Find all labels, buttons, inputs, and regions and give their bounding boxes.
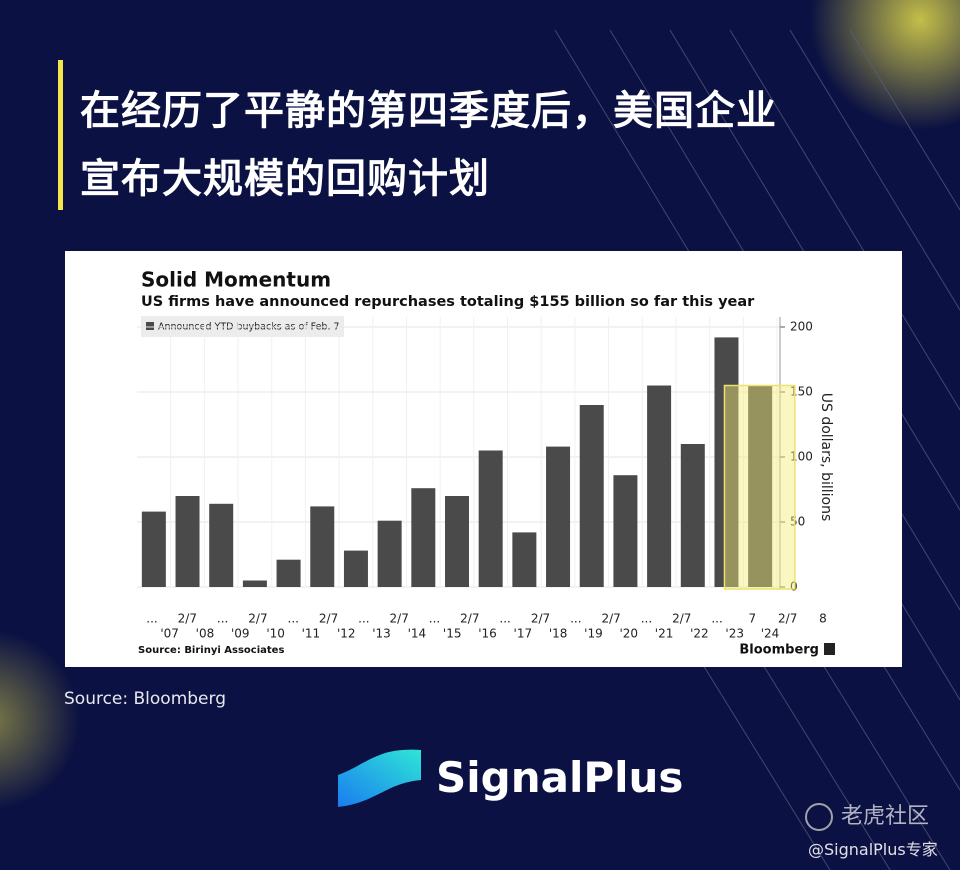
x-tick-label: 2/7 [601,612,620,626]
bar [613,475,638,587]
watermark-text: 老虎社区 [841,804,930,829]
x-tick-label: '09 [231,627,250,641]
bar [714,337,739,587]
x-tick-label: '19 [584,627,603,641]
x-tick-label: '13 [372,627,391,641]
x-tick-label: 2/7 [178,612,197,626]
x-tick-label: '15 [443,627,462,641]
footer-source: Source: Bloomberg [64,689,226,709]
bar [680,444,705,587]
watermark: 老虎社区 [805,798,929,831]
x-tick-label: ... [570,612,581,626]
x-tick-label: '10 [266,627,285,641]
x-tick-label: ... [429,612,440,626]
bar [546,446,571,587]
x-tick-label: 2/7 [531,612,550,626]
x-tick-label: 8 [819,612,827,626]
logo-icon [338,749,421,807]
bar [512,532,537,587]
x-tick-label: ... [358,612,369,626]
x-tick-label: '16 [478,627,497,641]
chart-source: Source: Birinyi Associates [138,645,284,656]
bar [141,511,166,587]
x-tick-label: '14 [408,627,427,641]
bar [175,496,200,587]
x-tick-label: 2/7 [390,612,409,626]
x-tick-label: ... [288,612,299,626]
x-tick-label: 2/7 [672,612,691,626]
title-line: 在经历了平静的第四季度后，美国企业 [80,88,777,134]
x-tick-label: 2/7 [248,612,267,626]
chart-title: Solid Momentum [141,268,331,292]
bar [411,488,436,587]
y-tick-label: 100 [790,450,813,464]
brand: Bloomberg [739,643,819,658]
bar [377,520,402,587]
bar [579,405,604,587]
x-tick-label: 2/7 [319,612,338,626]
legend-swatch [146,322,154,330]
bar [209,503,234,587]
bar [748,385,773,587]
x-tick-label: '12 [337,627,356,641]
highlight-box [723,384,796,590]
x-tick-label: '07 [160,627,179,641]
x-tick-label: ... [217,612,228,626]
bar [242,580,267,587]
x-tick-label: '24 [761,627,780,641]
x-tick-label: '11 [302,627,321,641]
x-tick-label: '23 [725,627,744,641]
brand-icon [824,643,835,655]
logo-text: SignalPlus [436,753,684,802]
bar [445,496,469,587]
bar [276,559,301,587]
bar [647,385,672,587]
x-tick-label: '22 [690,627,709,641]
bar [478,450,503,587]
x-tick-label: '17 [514,627,533,641]
x-tick-label: ... [146,612,157,626]
x-tick-label: '21 [655,627,674,641]
y-tick-label: 50 [790,515,805,529]
x-tick-label: '18 [549,627,568,641]
y-tick-label: 0 [790,580,798,594]
y-tick-label: 150 [790,385,813,399]
x-tick-label: '20 [619,627,638,641]
x-tick-label: 7 [749,612,757,626]
chart-subtitle: US firms have announced repurchases tota… [141,294,755,310]
bar [343,550,368,587]
x-tick-label: '08 [196,627,215,641]
x-tick-label: ... [711,612,722,626]
y-axis-label: US dollars, billions [818,393,834,522]
chart: Solid Momentum US firms have announced r… [65,251,902,667]
x-tick-label: 2/7 [778,612,797,626]
x-tick-label: 2/7 [460,612,479,626]
handle: @SignalPlus专家 [808,840,938,859]
bar [310,506,335,587]
title-line: 宣布大规模的回购计划 [80,156,490,202]
x-tick-label: ... [641,612,652,626]
x-tick-label: ... [499,612,510,626]
y-tick-label: 200 [790,320,813,334]
